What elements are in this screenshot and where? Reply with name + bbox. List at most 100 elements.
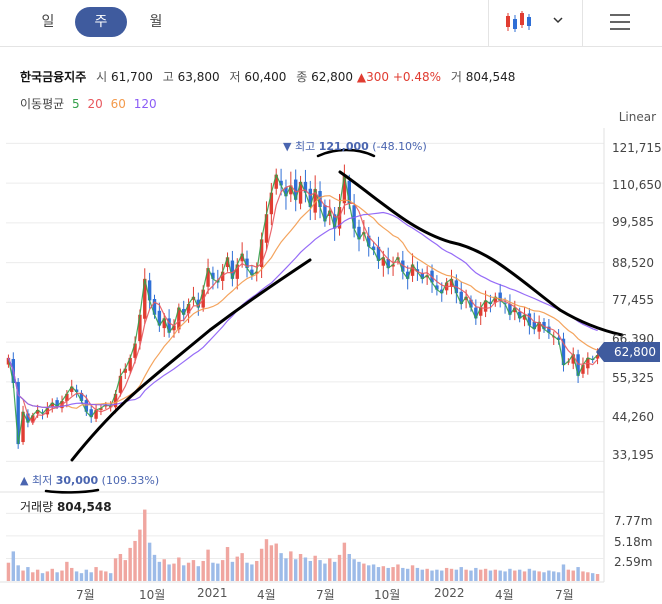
candle-body — [191, 296, 196, 300]
volume-bar — [342, 542, 347, 581]
volume-bar — [147, 542, 152, 581]
candle-body — [245, 258, 249, 269]
volume-bar — [40, 573, 45, 581]
x-tick-label: 2021 — [197, 586, 228, 600]
candle-body — [556, 337, 561, 340]
candle-body — [415, 269, 420, 272]
candle-body — [367, 235, 371, 247]
volume-bar — [527, 568, 532, 581]
candle-body — [576, 354, 580, 376]
volume-bar — [152, 554, 157, 581]
candle-body — [133, 343, 137, 358]
candle-body — [289, 185, 293, 195]
candle-body — [522, 314, 527, 320]
volume-bar — [303, 557, 308, 581]
scale-toggle[interactable]: Linear — [618, 110, 656, 124]
tab-daily[interactable]: 일 — [41, 14, 55, 30]
volume-bar — [45, 571, 50, 581]
candle-body — [464, 296, 468, 300]
volume-bar — [157, 561, 162, 581]
volume-bar — [595, 574, 600, 581]
volume-bar — [561, 564, 566, 581]
volume-bar — [235, 556, 239, 581]
volume-bar — [11, 551, 16, 581]
volume-bar — [177, 557, 181, 581]
candle-body — [449, 278, 454, 287]
candle-body — [16, 382, 20, 445]
ma-60: 60 — [110, 97, 126, 111]
volume-bar — [508, 568, 512, 581]
volume-bar — [542, 572, 546, 581]
volume-bar — [479, 569, 483, 581]
volume-bar — [308, 560, 313, 581]
volume-bar — [89, 572, 93, 581]
volume-bar — [332, 561, 337, 581]
volume-bar — [362, 563, 366, 581]
volume-bar — [566, 569, 571, 581]
candle-body — [240, 253, 244, 262]
change-up-icon: ▲ — [356, 70, 367, 84]
candle-body — [128, 357, 132, 371]
volume-bar — [552, 571, 556, 581]
ma-20: 20 — [87, 97, 103, 111]
volume-tick-label: 7.77m — [614, 514, 653, 528]
volume-bar — [264, 539, 269, 581]
close-value: 62,800 — [311, 70, 354, 84]
volume-bar — [415, 567, 420, 581]
volume-bar — [293, 559, 298, 581]
candle-body — [147, 280, 152, 301]
volume-bar — [206, 549, 210, 581]
candle-body — [157, 310, 162, 326]
candle-body — [483, 300, 488, 312]
change-percent: +0.48% — [392, 70, 442, 84]
volume-bar — [289, 551, 293, 581]
candle-body — [21, 411, 25, 443]
volume-bar — [328, 558, 332, 581]
low-annotation: ▲ 최저 30,000 (109.33%) — [20, 472, 159, 488]
volume-panel-label: 거래량 — [20, 500, 54, 514]
y-tick-label: 33,195 — [612, 448, 654, 462]
volume-bar — [396, 564, 400, 581]
volume-bar — [6, 562, 11, 581]
moving-average-label: 이동평균 — [20, 97, 65, 111]
volume-bar — [201, 560, 205, 581]
x-tick-label: 7월 — [555, 588, 574, 602]
candle-body — [186, 304, 191, 314]
candle-body — [313, 189, 317, 213]
volume-bar — [386, 567, 390, 581]
y-tick-label: 110,650 — [612, 178, 662, 192]
x-tick-label: 10월 — [374, 588, 401, 602]
volume-bar — [279, 553, 283, 581]
candle-body — [425, 275, 429, 278]
volume-bar — [323, 563, 327, 581]
candle-body — [225, 257, 230, 268]
volume-bar — [493, 569, 498, 581]
volume-bar — [274, 543, 278, 581]
volume-bar — [547, 570, 551, 581]
tab-monthly[interactable]: 월 — [149, 14, 163, 30]
tab-weekly[interactable]: 주 — [75, 7, 127, 37]
candle-body — [371, 246, 376, 251]
volume-bar — [240, 553, 244, 581]
volume-bar — [138, 529, 142, 581]
candle-body — [284, 187, 288, 197]
volume-bar — [133, 540, 137, 581]
candle-body — [474, 307, 478, 319]
hamburger-menu-icon[interactable] — [608, 12, 632, 32]
volume-bar — [459, 567, 463, 581]
volume-bar — [172, 563, 176, 581]
candle-body — [293, 179, 298, 200]
volume-bar — [16, 565, 20, 581]
y-tick-label: 88,520 — [612, 256, 654, 270]
candle-body — [332, 214, 337, 229]
quote-summary: 한국금융지주 시 61,700 고 63,800 저 60,400 종 62,8… — [20, 68, 515, 85]
chevron-down-icon[interactable] — [551, 12, 565, 26]
candle-body — [99, 408, 103, 410]
drawn-trend-up — [70, 258, 312, 462]
volume-bar — [108, 573, 113, 581]
open-label: 시 — [96, 70, 108, 84]
candlestick-icon[interactable] — [504, 10, 534, 34]
candle-body — [274, 174, 278, 189]
volume-bar — [298, 554, 303, 581]
